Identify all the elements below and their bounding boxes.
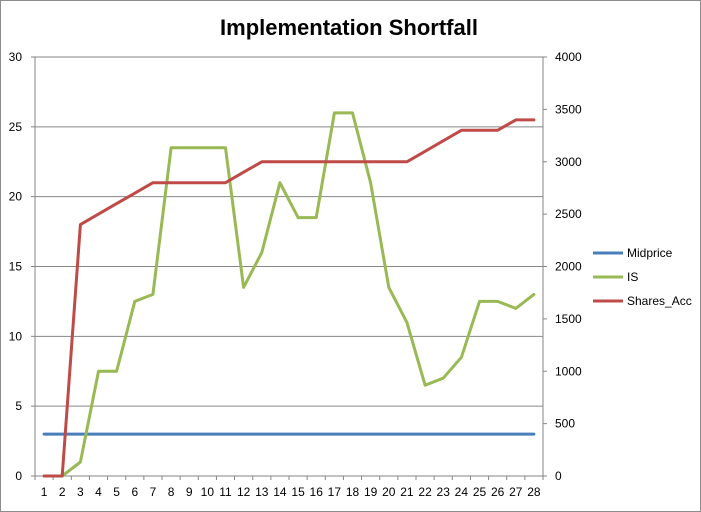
y-tick-label: 0 (15, 469, 22, 483)
x-tick-label: 10 (201, 485, 215, 499)
legend-label: Shares_Acc (627, 294, 692, 308)
x-tick-label: 18 (346, 485, 360, 499)
x-tick-label: 6 (131, 485, 138, 499)
y2-tick-label: 4000 (555, 50, 582, 64)
y-tick-label: 15 (9, 260, 23, 274)
legend: Midprice IS Shares_Acc (593, 246, 692, 308)
x-tick-label: 22 (418, 485, 432, 499)
x-tick-label: 9 (186, 485, 193, 499)
y2-tick-label: 0 (555, 469, 562, 483)
x-tick-label: 23 (437, 485, 451, 499)
x-tick-label: 7 (150, 485, 157, 499)
legend-label: Midprice (627, 246, 673, 260)
y2-tick-label: 1000 (555, 364, 582, 378)
series-lines (42, 111, 536, 478)
x-tick-label: 27 (509, 485, 523, 499)
chart-title: Implementation Shortfall (220, 15, 478, 40)
y2-tick-label: 3500 (555, 102, 582, 116)
x-tick-label: 19 (364, 485, 378, 499)
y-tick-label: 5 (15, 399, 22, 413)
x-tick-label: 13 (255, 485, 269, 499)
x-tick-label: 5 (113, 485, 120, 499)
y2-tick-label: 1500 (555, 312, 582, 326)
y-tick-label: 20 (9, 190, 23, 204)
x-tick-label: 2 (59, 485, 66, 499)
y-tick-label: 30 (9, 50, 23, 64)
series-line-shares-acc (42, 118, 536, 478)
x-tick-label: 11 (219, 485, 232, 499)
x-tick-label: 4 (95, 485, 102, 499)
x-tick-label: 15 (291, 485, 305, 499)
x-tick-label: 25 (473, 485, 487, 499)
x-tick-label: 17 (328, 485, 342, 499)
y-tick-label: 10 (9, 329, 23, 343)
y2-tick-label: 2000 (555, 260, 582, 274)
x-tick-label: 26 (491, 485, 505, 499)
y-tick-label: 25 (9, 120, 23, 134)
x-tick-label: 21 (400, 485, 414, 499)
y2-tick-label: 3000 (555, 155, 582, 169)
x-tick-label: 8 (168, 485, 175, 499)
y2-tick-label: 500 (555, 417, 575, 431)
x-tick-label: 16 (310, 485, 324, 499)
legend-label: IS (627, 270, 638, 284)
x-tick-label: 20 (382, 485, 396, 499)
x-tick-label: 1 (41, 485, 48, 499)
x-tick-label: 14 (273, 485, 287, 499)
x-tick-label: 24 (455, 485, 469, 499)
axes: 0510152025300500100015002000250030003500… (9, 50, 582, 499)
gridlines (34, 56, 544, 477)
x-tick-label: 12 (237, 485, 251, 499)
series-line-is (42, 111, 536, 478)
x-tick-label: 3 (77, 485, 84, 499)
x-tick-label: 28 (527, 485, 541, 499)
y2-tick-label: 2500 (555, 207, 582, 221)
